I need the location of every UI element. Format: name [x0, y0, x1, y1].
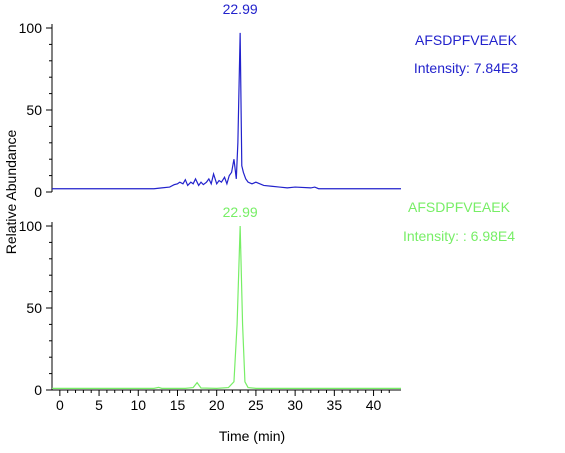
- x-tick-label: 30: [287, 397, 303, 413]
- x-ticks: 0 5 10 15 20 25 30 35 40: [56, 390, 390, 413]
- x-tick-label: 40: [366, 397, 382, 413]
- x-tick-label: 15: [170, 397, 186, 413]
- peak-label: 22.99: [223, 1, 258, 17]
- x-tick-label: 20: [209, 397, 225, 413]
- peptide-name-label: AFSDPFVEAEK: [415, 32, 518, 48]
- x-tick-label: 35: [327, 397, 343, 413]
- panel-1: 0 50 100 22.99 AFSDPFVEAEK Intensity: 7.84E3: [19, 1, 519, 200]
- y-tick-label: 100: [19, 218, 43, 234]
- panel-2: 0 50 100 22.99 AFSDPFVEAEK Intensity: : 6.98E…: [19, 199, 516, 398]
- x-tick-label: 10: [130, 397, 146, 413]
- y-tick-label: 0: [34, 184, 42, 200]
- intensity-label: Intensity: 7.84E3: [414, 60, 519, 76]
- x-tick-label: 0: [56, 397, 64, 413]
- y-tick-label: 0: [34, 382, 42, 398]
- y-tick-label: 50: [26, 102, 42, 118]
- chromatogram-trace-2: [52, 225, 401, 389]
- peak-label: 22.99: [223, 204, 258, 220]
- peptide-name-label: AFSDPFVEAEK: [408, 199, 511, 215]
- x-tick-label: 5: [95, 397, 103, 413]
- y-tick-label: 100: [19, 20, 43, 36]
- x-axis: 0 5 10 15 20 25 30 35 40: [52, 389, 401, 413]
- intensity-label: Intensity: : 6.98E4: [403, 228, 515, 244]
- chromatogram-trace-1: [52, 32, 401, 190]
- y-tick-label: 50: [26, 300, 42, 316]
- x-tick-label: 25: [248, 397, 264, 413]
- y-axis-label: Relative Abundance: [3, 130, 19, 255]
- x-axis-label: Time (min): [219, 428, 285, 444]
